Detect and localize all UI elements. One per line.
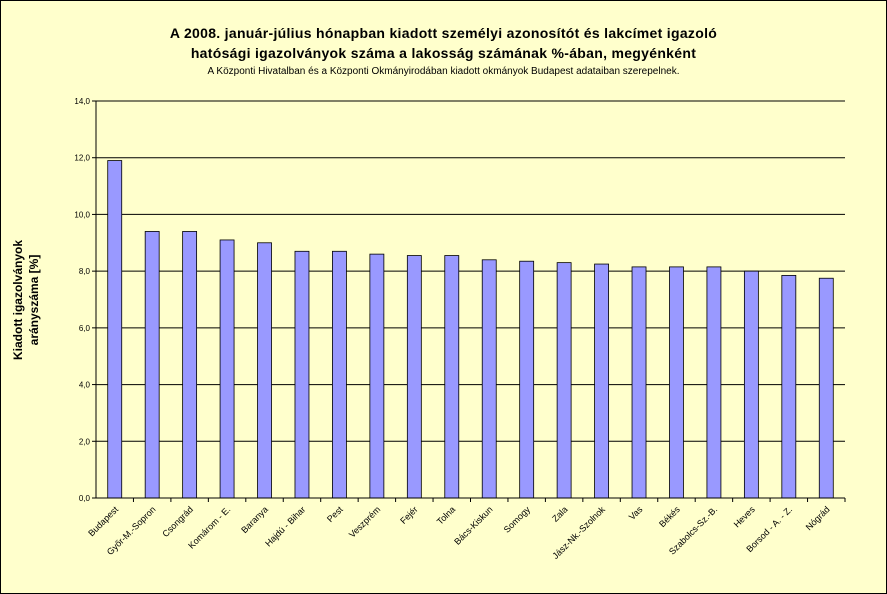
x-tick-label: Békés (657, 504, 682, 529)
x-tick-label: Veszprém (347, 504, 382, 539)
x-tick-label: Bács-Kiskun (452, 504, 494, 546)
bar (706, 266, 722, 499)
bar (481, 259, 497, 499)
bar (818, 277, 834, 499)
x-tick-label: Zala (550, 504, 569, 523)
x-tick-label: Baranya (239, 504, 270, 535)
y-tick-label: 2,0 (79, 437, 91, 446)
chart-title-line2: hatósági igazolványok száma a lakosság s… (190, 45, 697, 61)
x-tick-label: Somogy (502, 504, 533, 535)
bar (257, 242, 272, 499)
y-tick-label: 6,0 (79, 324, 91, 333)
chart-subtitle: A Központi Hivatalban és a Központi Okmá… (207, 66, 680, 77)
x-tick-label: Heves (732, 504, 757, 529)
y-axis-label-line2: arányszáma [%] (27, 255, 41, 346)
gridlines (96, 100, 845, 442)
y-tick-label: 10,0 (74, 210, 90, 219)
bar (332, 250, 347, 499)
bar (631, 266, 647, 499)
y-tick-label: 0,0 (79, 494, 91, 503)
bar (182, 231, 198, 499)
y-tick-label: 8,0 (79, 267, 91, 276)
y-tick-label: 12,0 (74, 154, 90, 163)
bar (556, 262, 572, 499)
bars (107, 160, 834, 499)
x-tick-label: Tolna (435, 504, 457, 526)
axes (92, 100, 846, 502)
bar (406, 255, 422, 499)
bar (781, 274, 797, 499)
y-tick-labels: 0,0 2,0 4,0 6,0 8,0 10,0 12,0 14,0 (74, 97, 90, 503)
chart-title-line1: A 2008. január-július hónapban kiadott s… (169, 25, 718, 41)
x-tick-label: Vas (627, 504, 645, 522)
x-tick-label: Budapest (86, 504, 120, 538)
bar (219, 239, 235, 499)
bar (743, 270, 759, 499)
y-tick-label: 4,0 (79, 381, 91, 390)
x-tick-label: Fejér (398, 504, 420, 526)
y-tick-label: 14,0 (74, 97, 90, 106)
bar (519, 260, 535, 499)
x-tick-label: Hajdú - Bihar (263, 504, 307, 548)
y-axis-label-line1: Kiadott igazolványok (11, 240, 25, 360)
x-tick-label: Pest (325, 504, 345, 524)
x-tick-label: Csongrád (160, 504, 195, 539)
bar (594, 263, 609, 499)
bar (294, 250, 310, 499)
x-tick-label: Nógrád (804, 504, 832, 532)
bar (107, 160, 123, 499)
bar (369, 253, 385, 499)
bar (144, 231, 160, 499)
bar (669, 266, 684, 499)
bar (444, 255, 460, 499)
